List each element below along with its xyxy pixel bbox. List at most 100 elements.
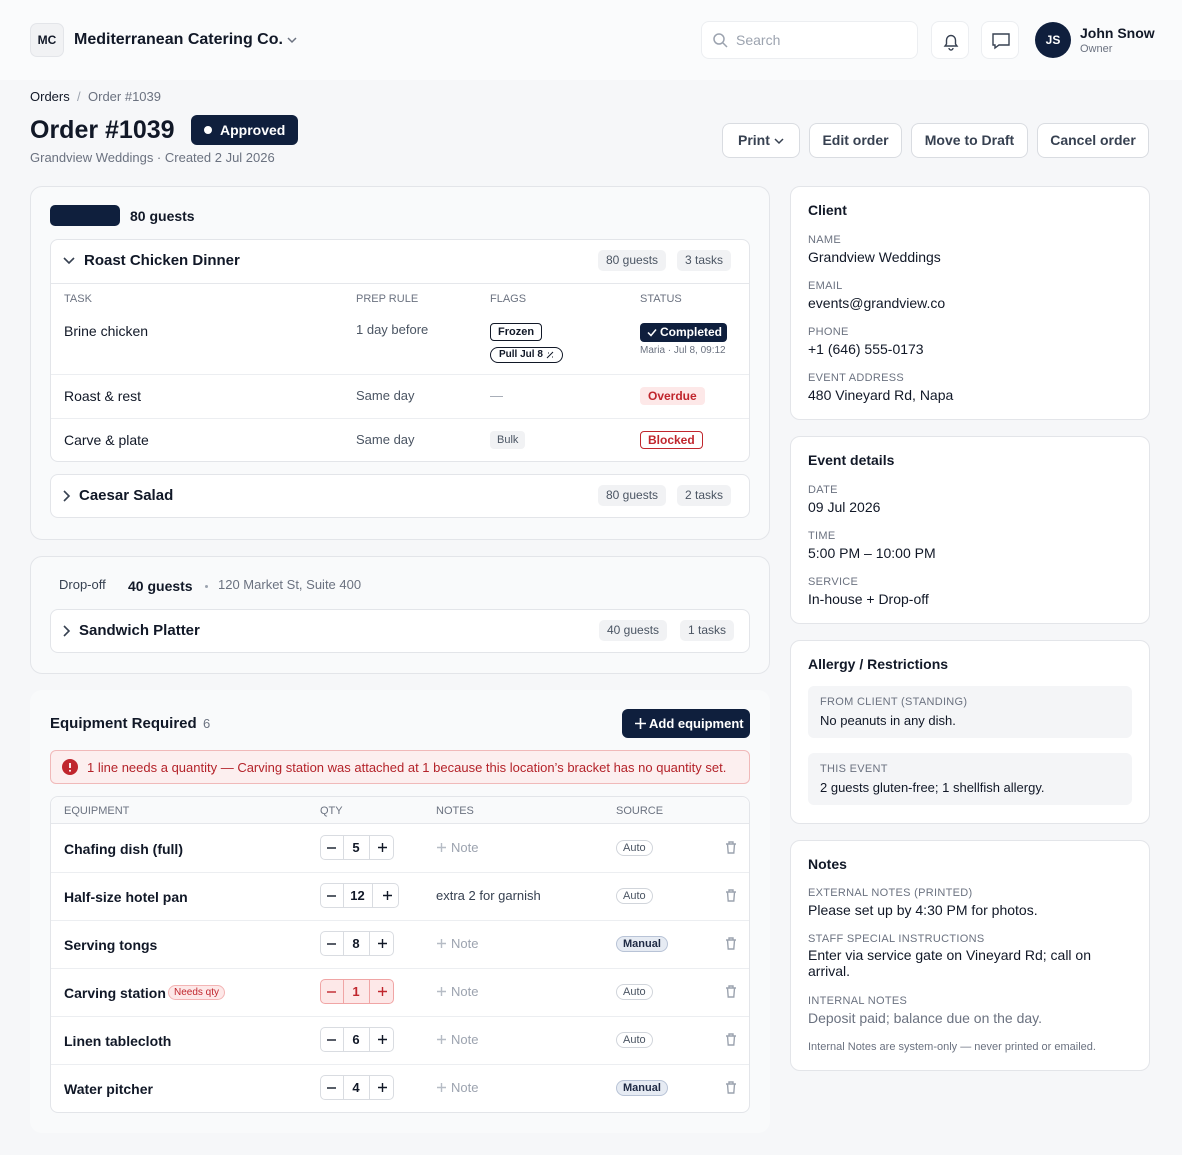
- qty-stepper[interactable]: 1: [320, 979, 394, 1004]
- delete-button[interactable]: [725, 889, 737, 902]
- print-chevron: [774, 138, 784, 145]
- equipment-name: Half-size hotel pan: [64, 889, 188, 905]
- search-box[interactable]: [701, 21, 918, 59]
- minus-button: [327, 895, 336, 897]
- cancel-order-button[interactable]: Cancel order: [1037, 123, 1149, 158]
- status-text: Approved: [220, 122, 286, 138]
- company-name[interactable]: Mediterranean Catering Co.: [74, 31, 283, 48]
- add-note-icon: [437, 987, 446, 996]
- flag-empty: —: [490, 388, 503, 403]
- task-name: Carve & plate: [64, 432, 149, 448]
- column-header: NOTES: [436, 805, 474, 817]
- qty-stepper[interactable]: 6: [320, 1027, 394, 1052]
- menu-name[interactable]: Roast Chicken Dinner: [84, 252, 240, 269]
- field-label: TIME: [808, 530, 836, 542]
- service-label: Drop-off: [59, 577, 106, 592]
- guests-chip: 80 guests: [598, 250, 667, 271]
- delete-button[interactable]: [725, 985, 737, 998]
- add-note-icon: [437, 939, 446, 948]
- collapse-chevron[interactable]: [62, 255, 76, 267]
- field-value: Please set up by 4:30 PM for photos.: [808, 902, 1038, 918]
- note[interactable]: extra 2 for garnish: [436, 888, 541, 903]
- qty-stepper[interactable]: 8: [320, 931, 394, 956]
- qty-divider: [343, 1076, 344, 1099]
- print-button[interactable]: Print: [722, 123, 800, 158]
- delete-button[interactable]: [725, 937, 737, 950]
- allergy-box: [808, 686, 1132, 738]
- status-overdue: Overdue: [640, 387, 705, 405]
- column-header: QTY: [320, 805, 343, 817]
- qty-stepper[interactable]: 4: [320, 1075, 394, 1100]
- tasks-chip: 2 tasks: [677, 485, 732, 506]
- qty-divider: [372, 884, 373, 907]
- order-title: Order #1039: [30, 116, 175, 144]
- breadcrumb-link[interactable]: Orders: [30, 89, 70, 104]
- qty-stepper[interactable]: 12: [320, 883, 399, 908]
- qty-divider: [369, 932, 370, 955]
- add-equipment-button[interactable]: Add equipment: [622, 709, 750, 738]
- field-label: EXTERNAL NOTES (PRINTED): [808, 887, 973, 899]
- guests-chip: 80 guests: [598, 485, 667, 506]
- qty-divider: [369, 836, 370, 859]
- row-divider: [51, 872, 749, 873]
- expand-chevron[interactable]: [61, 489, 71, 503]
- source-badge: Manual: [616, 1080, 668, 1096]
- note[interactable]: Note: [451, 1032, 479, 1047]
- column-header: FLAGS: [490, 293, 527, 305]
- row-divider: [51, 418, 749, 419]
- allergy-box: [808, 753, 1132, 805]
- qty-divider: [369, 980, 370, 1003]
- card-title: Allergy / Restrictions: [808, 656, 949, 672]
- source-badge: Auto: [616, 1032, 653, 1048]
- note[interactable]: Note: [451, 1080, 479, 1095]
- menu-name[interactable]: Sandwich Platter: [79, 622, 200, 639]
- messages-button[interactable]: [981, 21, 1019, 59]
- plus-icon: [635, 718, 646, 729]
- delete-button[interactable]: [725, 1081, 737, 1094]
- move-to-draft-button[interactable]: Move to Draft: [911, 123, 1028, 158]
- minus-button: [327, 847, 336, 849]
- equipment-title: Equipment Required: [50, 715, 197, 732]
- field-label: PHONE: [808, 326, 849, 338]
- qty-divider: [369, 1028, 370, 1051]
- edit-order-button[interactable]: Edit order: [809, 123, 902, 158]
- divider: [51, 283, 749, 284]
- expand-chevron[interactable]: [61, 624, 71, 638]
- field-value: 09 Jul 2026: [808, 499, 881, 515]
- note[interactable]: Note: [451, 936, 479, 951]
- qty-value: 5: [352, 840, 360, 855]
- source-badge: Auto: [616, 888, 653, 904]
- qty-stepper[interactable]: 5: [320, 835, 394, 860]
- note[interactable]: Note: [451, 984, 479, 999]
- group-address: 120 Market St, Suite 400: [218, 577, 362, 592]
- notifications-button[interactable]: [931, 21, 969, 59]
- qty-value: 4: [352, 1080, 360, 1095]
- row-divider: [51, 374, 749, 375]
- order-subtitle: Grandview Weddings · Created 2 Jul 2026: [30, 150, 275, 165]
- field-label: EVENT ADDRESS: [808, 372, 905, 384]
- equipment-count: 6: [203, 716, 211, 731]
- menu-name[interactable]: Caesar Salad: [79, 487, 174, 504]
- delete-button[interactable]: [725, 1033, 737, 1046]
- equipment-name: Carving station: [64, 985, 166, 1001]
- qty-divider: [343, 1028, 344, 1051]
- qty-value: 6: [352, 1032, 360, 1047]
- column-header: TASK: [64, 293, 92, 305]
- group-guests: 40 guests: [128, 578, 193, 594]
- note[interactable]: Note: [451, 840, 479, 855]
- guests-chip: 40 guests: [599, 620, 668, 641]
- avatar[interactable]: JS: [1035, 22, 1071, 58]
- add-note-icon: [437, 1083, 446, 1092]
- menu-card[interactable]: [50, 609, 750, 653]
- column-header: PREP RULE: [356, 293, 419, 305]
- delete-button[interactable]: [725, 841, 737, 854]
- needs-qty-badge: Needs qty: [168, 985, 226, 1000]
- button-label: Add equipment: [649, 716, 744, 731]
- user-role: Owner: [1080, 43, 1113, 55]
- user-name: John Snow: [1080, 25, 1155, 41]
- column-header: STATUS: [640, 293, 682, 305]
- field-value: +1 (646) 555-0173: [808, 341, 924, 357]
- company-chevron[interactable]: [286, 34, 298, 46]
- prep-rule: Same day: [356, 432, 415, 447]
- qty-divider: [343, 884, 344, 907]
